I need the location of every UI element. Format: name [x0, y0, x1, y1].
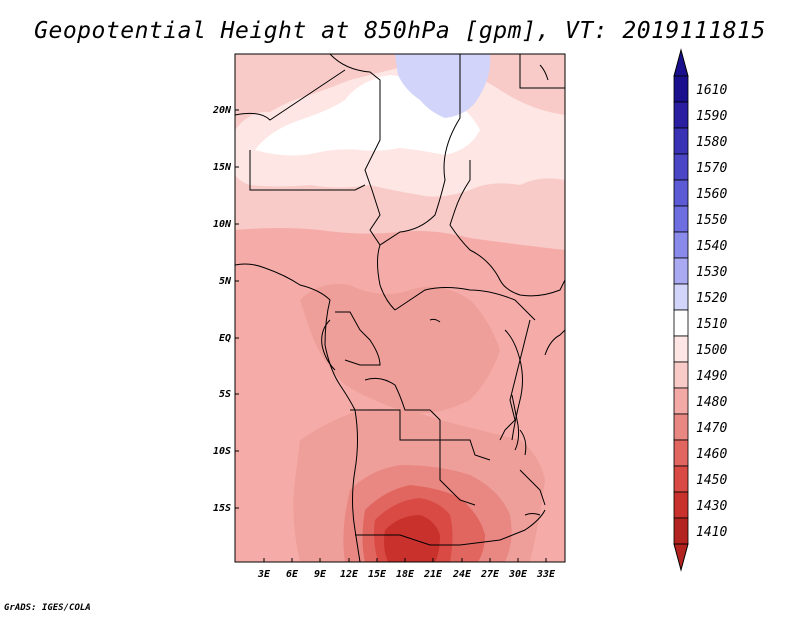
colorbar-segment	[673, 153, 689, 181]
colorbar-label: 1410	[696, 525, 727, 540]
colorbar-label: 1550	[696, 213, 727, 228]
colorbar-segment	[673, 231, 689, 259]
colorbar: 1610 1590 1580 1570 1560 1550 1540 1530 1520 1510…	[673, 48, 727, 572]
lat-label: EQ	[219, 333, 231, 344]
country-borders	[235, 54, 565, 562]
colorbar-label: 1510	[696, 317, 727, 332]
colorbar-label: 1610	[696, 83, 727, 98]
lon-label: 3E	[257, 569, 271, 580]
colorbar-label: 1490	[696, 369, 727, 384]
colorbar-segment	[673, 205, 689, 233]
colorbar-segment	[673, 309, 689, 337]
colorbar-segment	[673, 491, 689, 519]
lat-label: 20N	[212, 105, 232, 116]
lat-label: 15S	[213, 503, 231, 514]
colorbar-segment	[673, 439, 689, 467]
colorbar-segment	[673, 283, 689, 311]
lon-label: 21E	[423, 569, 443, 580]
lon-label: 24E	[452, 569, 472, 580]
colorbar-label: 1460	[696, 447, 727, 462]
colorbar-segment	[673, 75, 689, 103]
lat-label: 10N	[213, 219, 232, 230]
colorbar-segment	[673, 101, 689, 129]
colorbar-label: 1450	[696, 473, 727, 488]
lat-label: 10S	[213, 446, 231, 457]
lon-label: 12E	[340, 569, 359, 580]
colorbar-label: 1580	[696, 135, 727, 150]
field-band-1480-central	[300, 284, 500, 414]
colorbar-segment	[673, 361, 689, 389]
colorbar-segment	[673, 387, 689, 415]
map-title: Geopotential Height at 850hPa [gpm], VT:…	[34, 18, 766, 44]
colorbar-segment	[673, 127, 689, 155]
colorbar-segment	[673, 179, 689, 207]
colorbar-segment	[673, 413, 689, 441]
lon-label: 27E	[480, 569, 500, 580]
colorbar-arrow-bottom	[673, 543, 689, 572]
colorbar-segment	[673, 465, 689, 493]
colorbar-label: 1540	[696, 239, 727, 254]
field-band-1500-northwest	[235, 54, 330, 100]
field-band-1530-blue	[395, 54, 491, 118]
colorbar-label: 1570	[696, 161, 727, 176]
colorbar-label: 1480	[696, 395, 727, 410]
lat-label: 5S	[219, 389, 231, 400]
colorbar-label: 1500	[696, 343, 727, 358]
lat-label: 5N	[219, 276, 232, 287]
lon-label: 33E	[536, 569, 556, 580]
colorbar-label: 1530	[696, 265, 727, 280]
colorbar-label: 1520	[696, 291, 727, 306]
colorbar-segment	[673, 517, 689, 545]
lakes	[429, 64, 549, 516]
colorbar-label: 1430	[696, 499, 727, 514]
colorbar-segment	[673, 257, 689, 285]
colorbar-segment	[673, 335, 689, 363]
lon-label: 30E	[508, 569, 528, 580]
lon-label: 15E	[368, 569, 387, 580]
lon-label: 18E	[396, 569, 415, 580]
geopotential-field	[235, 54, 565, 562]
colorbar-label: 1590	[696, 109, 727, 124]
latitude-axis: 20N 15N 10N 5N EQ 5S 10S 15S	[212, 105, 239, 514]
colorbar-arrow-top	[673, 48, 689, 77]
footer-credit: GrADS: IGES/COLA	[4, 603, 91, 613]
colorbar-label: 1470	[696, 421, 727, 436]
lat-label: 15N	[213, 162, 232, 173]
lon-label: 6E	[286, 569, 299, 580]
map-frame	[234, 53, 566, 563]
lon-label: 9E	[314, 569, 327, 580]
colorbar-label: 1560	[696, 187, 727, 202]
longitude-axis: 3E 6E 9E 12E 15E 18E 21E 24E 27E 30E 33E	[257, 558, 556, 580]
